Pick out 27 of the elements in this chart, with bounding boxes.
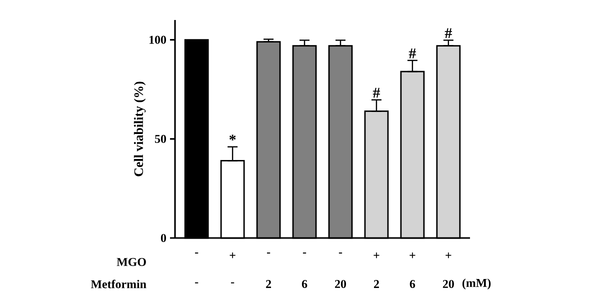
- y-axis-title: Cell viability (%): [134, 82, 146, 176]
- x-tick-label: +: [374, 252, 380, 258]
- x-tick-label: +: [410, 252, 416, 258]
- text: 20: [442, 280, 454, 288]
- text: (mM): [462, 278, 491, 290]
- text: -: [231, 282, 234, 284]
- x-tick-label: -: [338, 252, 342, 254]
- data-label: *: [229, 134, 236, 140]
- y-tick-label: 50: [155, 134, 166, 143]
- text: 6: [302, 280, 308, 288]
- y-tick-label: 0: [160, 234, 166, 242]
- data-label: #: [444, 28, 452, 38]
- x-tick-label: -: [302, 252, 306, 254]
- x-tick-label: +: [230, 252, 236, 258]
- text: 2: [374, 280, 379, 288]
- data-label: #: [372, 88, 380, 98]
- text: Metformin: [90, 280, 146, 288]
- text: 6: [410, 280, 416, 288]
- text: 2: [266, 280, 272, 288]
- x-tick-label: -: [266, 252, 270, 254]
- x-tick-label: +: [446, 252, 452, 258]
- x-tick-label: -: [195, 252, 198, 254]
- text: 20: [335, 280, 346, 288]
- text: MGO: [116, 258, 146, 266]
- text: -: [195, 282, 198, 284]
- y-tick-label: 100: [150, 36, 166, 44]
- data-label: #: [408, 48, 416, 58]
